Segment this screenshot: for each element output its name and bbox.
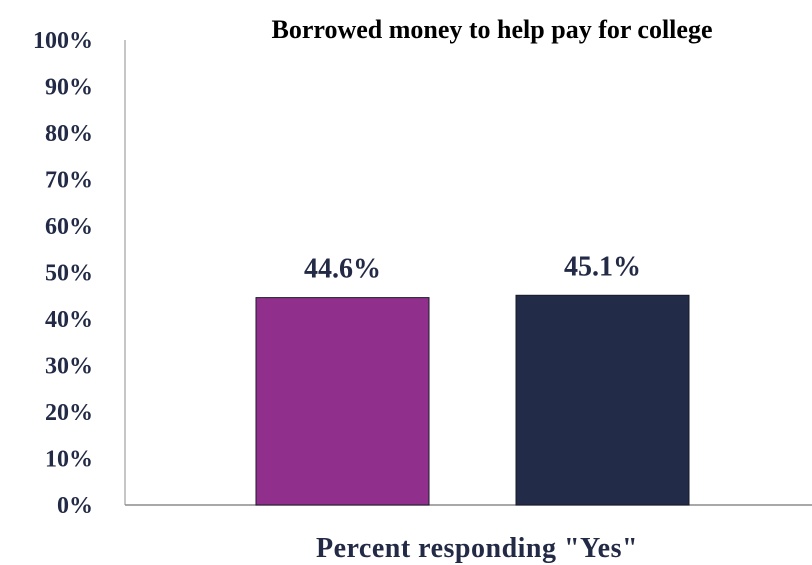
bar [515, 294, 690, 506]
x-axis-label: Percent responding "Yes" [316, 533, 638, 564]
y-tick-label: 90% [45, 75, 93, 101]
bar [255, 297, 430, 506]
bar-data-label: 45.1% [564, 251, 641, 282]
y-tick-label: 10% [45, 447, 93, 473]
bars-group [255, 294, 690, 506]
y-tick-label: 70% [45, 168, 93, 194]
y-axis-ticks: 0% 10% 20% 30% 40% 50% 60% 70% 80% 90% 100% [33, 28, 93, 519]
y-tick-label: 0% [57, 493, 93, 519]
chart-title: Borrowed money to help pay for college [272, 15, 713, 44]
y-tick-label: 30% [45, 354, 93, 380]
y-tick-label: 60% [45, 214, 93, 240]
y-tick-label: 100% [33, 28, 93, 54]
y-tick-label: 40% [45, 307, 93, 333]
bar-data-label: 44.6% [304, 254, 381, 285]
y-tick-label: 20% [45, 400, 93, 426]
y-tick-label: 50% [45, 261, 93, 287]
y-tick-label: 80% [45, 121, 93, 147]
data-labels-group: 44.6% 45.1% [304, 251, 641, 284]
